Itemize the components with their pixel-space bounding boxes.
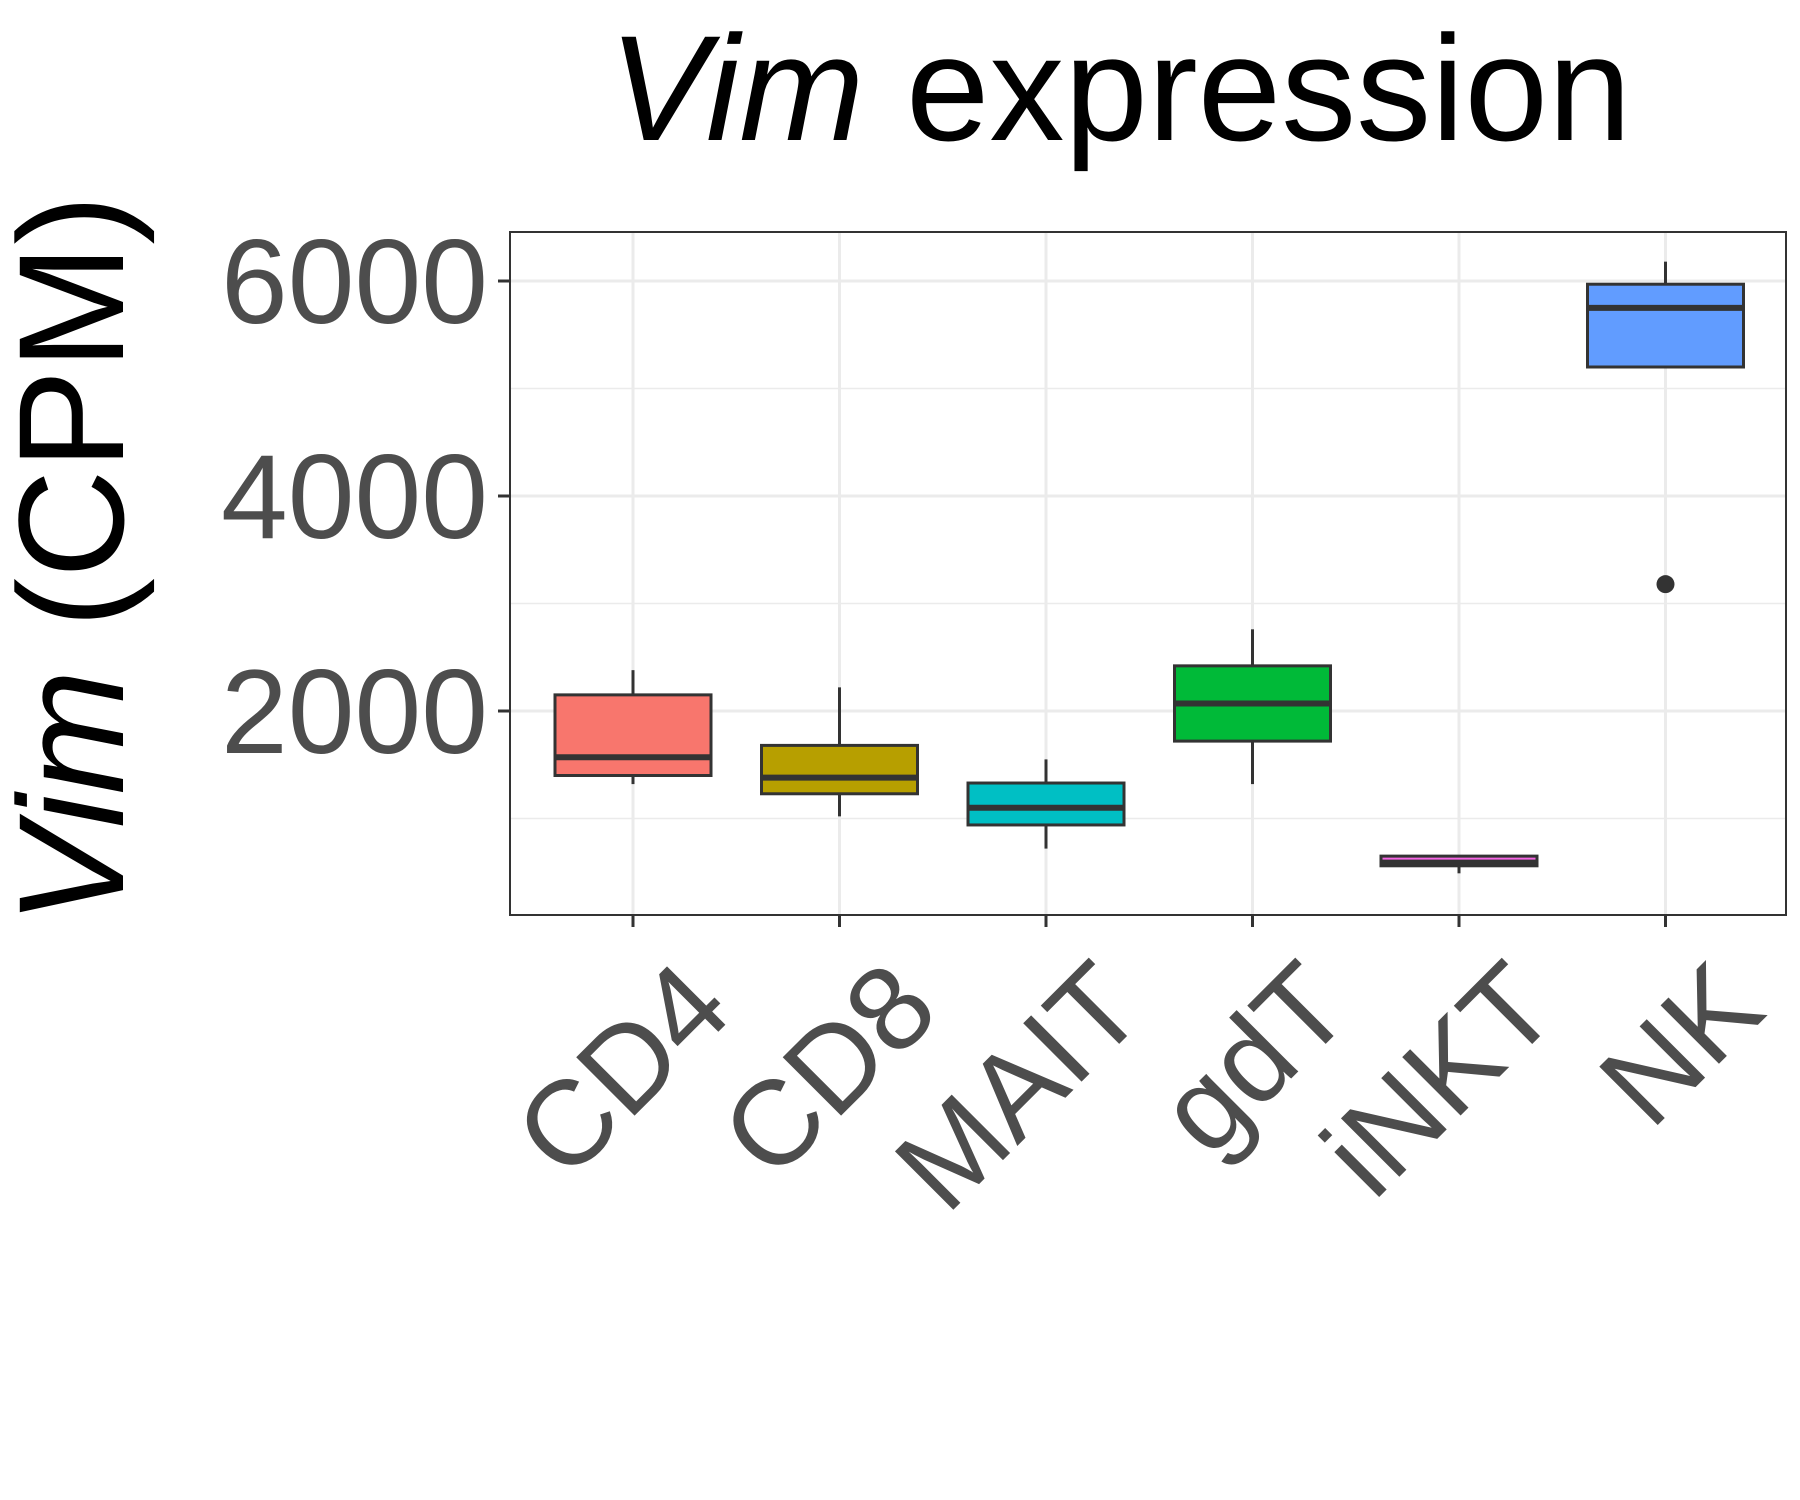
x-tick-label: MAIT <box>870 938 1167 1235</box>
y-axis-label-italic: Vim <box>0 670 155 926</box>
box-iqr <box>760 743 919 796</box>
box-iqr <box>1586 282 1745 369</box>
chart-title: Vim expression <box>609 4 1632 172</box>
y-tick-label: 6000 <box>221 215 488 349</box>
grid-lines <box>510 232 1786 915</box>
box-iqr <box>553 693 713 777</box>
plot-panel <box>510 232 1786 915</box>
box-inkt <box>1379 854 1539 874</box>
x-tick-label: CD4 <box>490 938 755 1203</box>
y-axis-label: Vim (CPM) <box>0 195 155 926</box>
box-gdt <box>1173 629 1332 785</box>
plot-panel-border <box>509 231 1787 916</box>
x-tick-label: NK <box>1574 938 1787 1151</box>
outlier-point <box>1656 575 1675 594</box>
y-axis-label-rest: (CPM) <box>0 195 155 670</box>
y-tick-label: 4000 <box>221 430 488 564</box>
box-nk <box>1586 261 1745 594</box>
box-iqr <box>966 781 1126 827</box>
x-tick-label: iNKT <box>1297 938 1580 1221</box>
box-mait <box>966 759 1126 849</box>
y-tick-label: 2000 <box>221 645 488 779</box>
y-axis: 2000 4000 6000 <box>221 215 510 779</box>
box-cd4 <box>553 670 713 785</box>
box-layer <box>553 261 1745 874</box>
box-cd8 <box>760 687 919 817</box>
chart-title-italic: Vim <box>609 4 865 172</box>
chart-title-rest: expression <box>864 4 1631 172</box>
